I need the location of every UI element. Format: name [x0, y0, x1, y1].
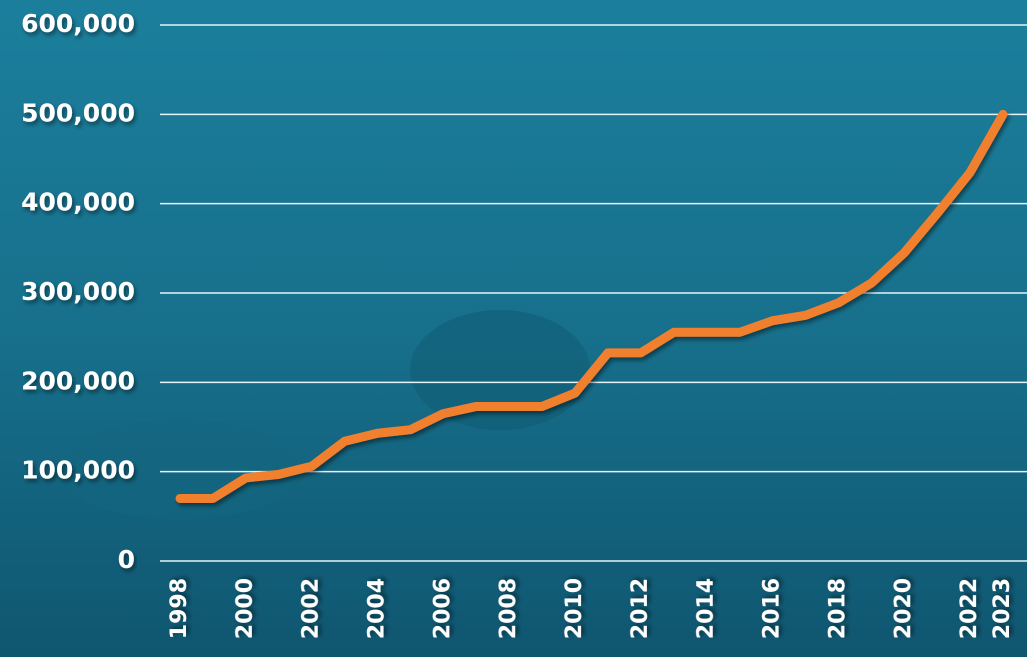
x-tick-label: 2000 [233, 578, 258, 639]
y-tick-label: 0 [118, 545, 135, 574]
x-tick-label: 2006 [430, 578, 455, 639]
y-tick-label: 300,000 [21, 277, 135, 306]
y-tick-label: 100,000 [21, 456, 135, 485]
x-tick-label: 2010 [562, 578, 587, 639]
x-tick-label: 2020 [891, 578, 916, 639]
y-tick-label: 400,000 [21, 188, 135, 217]
x-tick-label: 2016 [760, 578, 785, 639]
chart: 0 100,000 200,000 300,000 400,000 500,000 600,… [0, 0, 1027, 657]
x-tick-label: 2023 [990, 578, 1015, 639]
y-tick-label: 200,000 [21, 366, 135, 395]
x-tick-label: 2018 [825, 578, 850, 639]
x-tick-label: 2002 [299, 578, 324, 639]
x-tick-label: 2014 [694, 578, 719, 639]
x-tick-label: 1998 [167, 578, 192, 639]
x-tick-label: 2012 [628, 578, 653, 639]
y-tick-label: 600,000 [21, 9, 135, 38]
y-tick-label: 500,000 [21, 98, 135, 127]
x-tick-label: 2004 [365, 578, 390, 639]
page: {"chart_data": {"type": "line", "x": [19… [0, 0, 1027, 657]
x-tick-label: 2022 [957, 578, 982, 639]
x-tick-label: 2008 [496, 578, 521, 639]
